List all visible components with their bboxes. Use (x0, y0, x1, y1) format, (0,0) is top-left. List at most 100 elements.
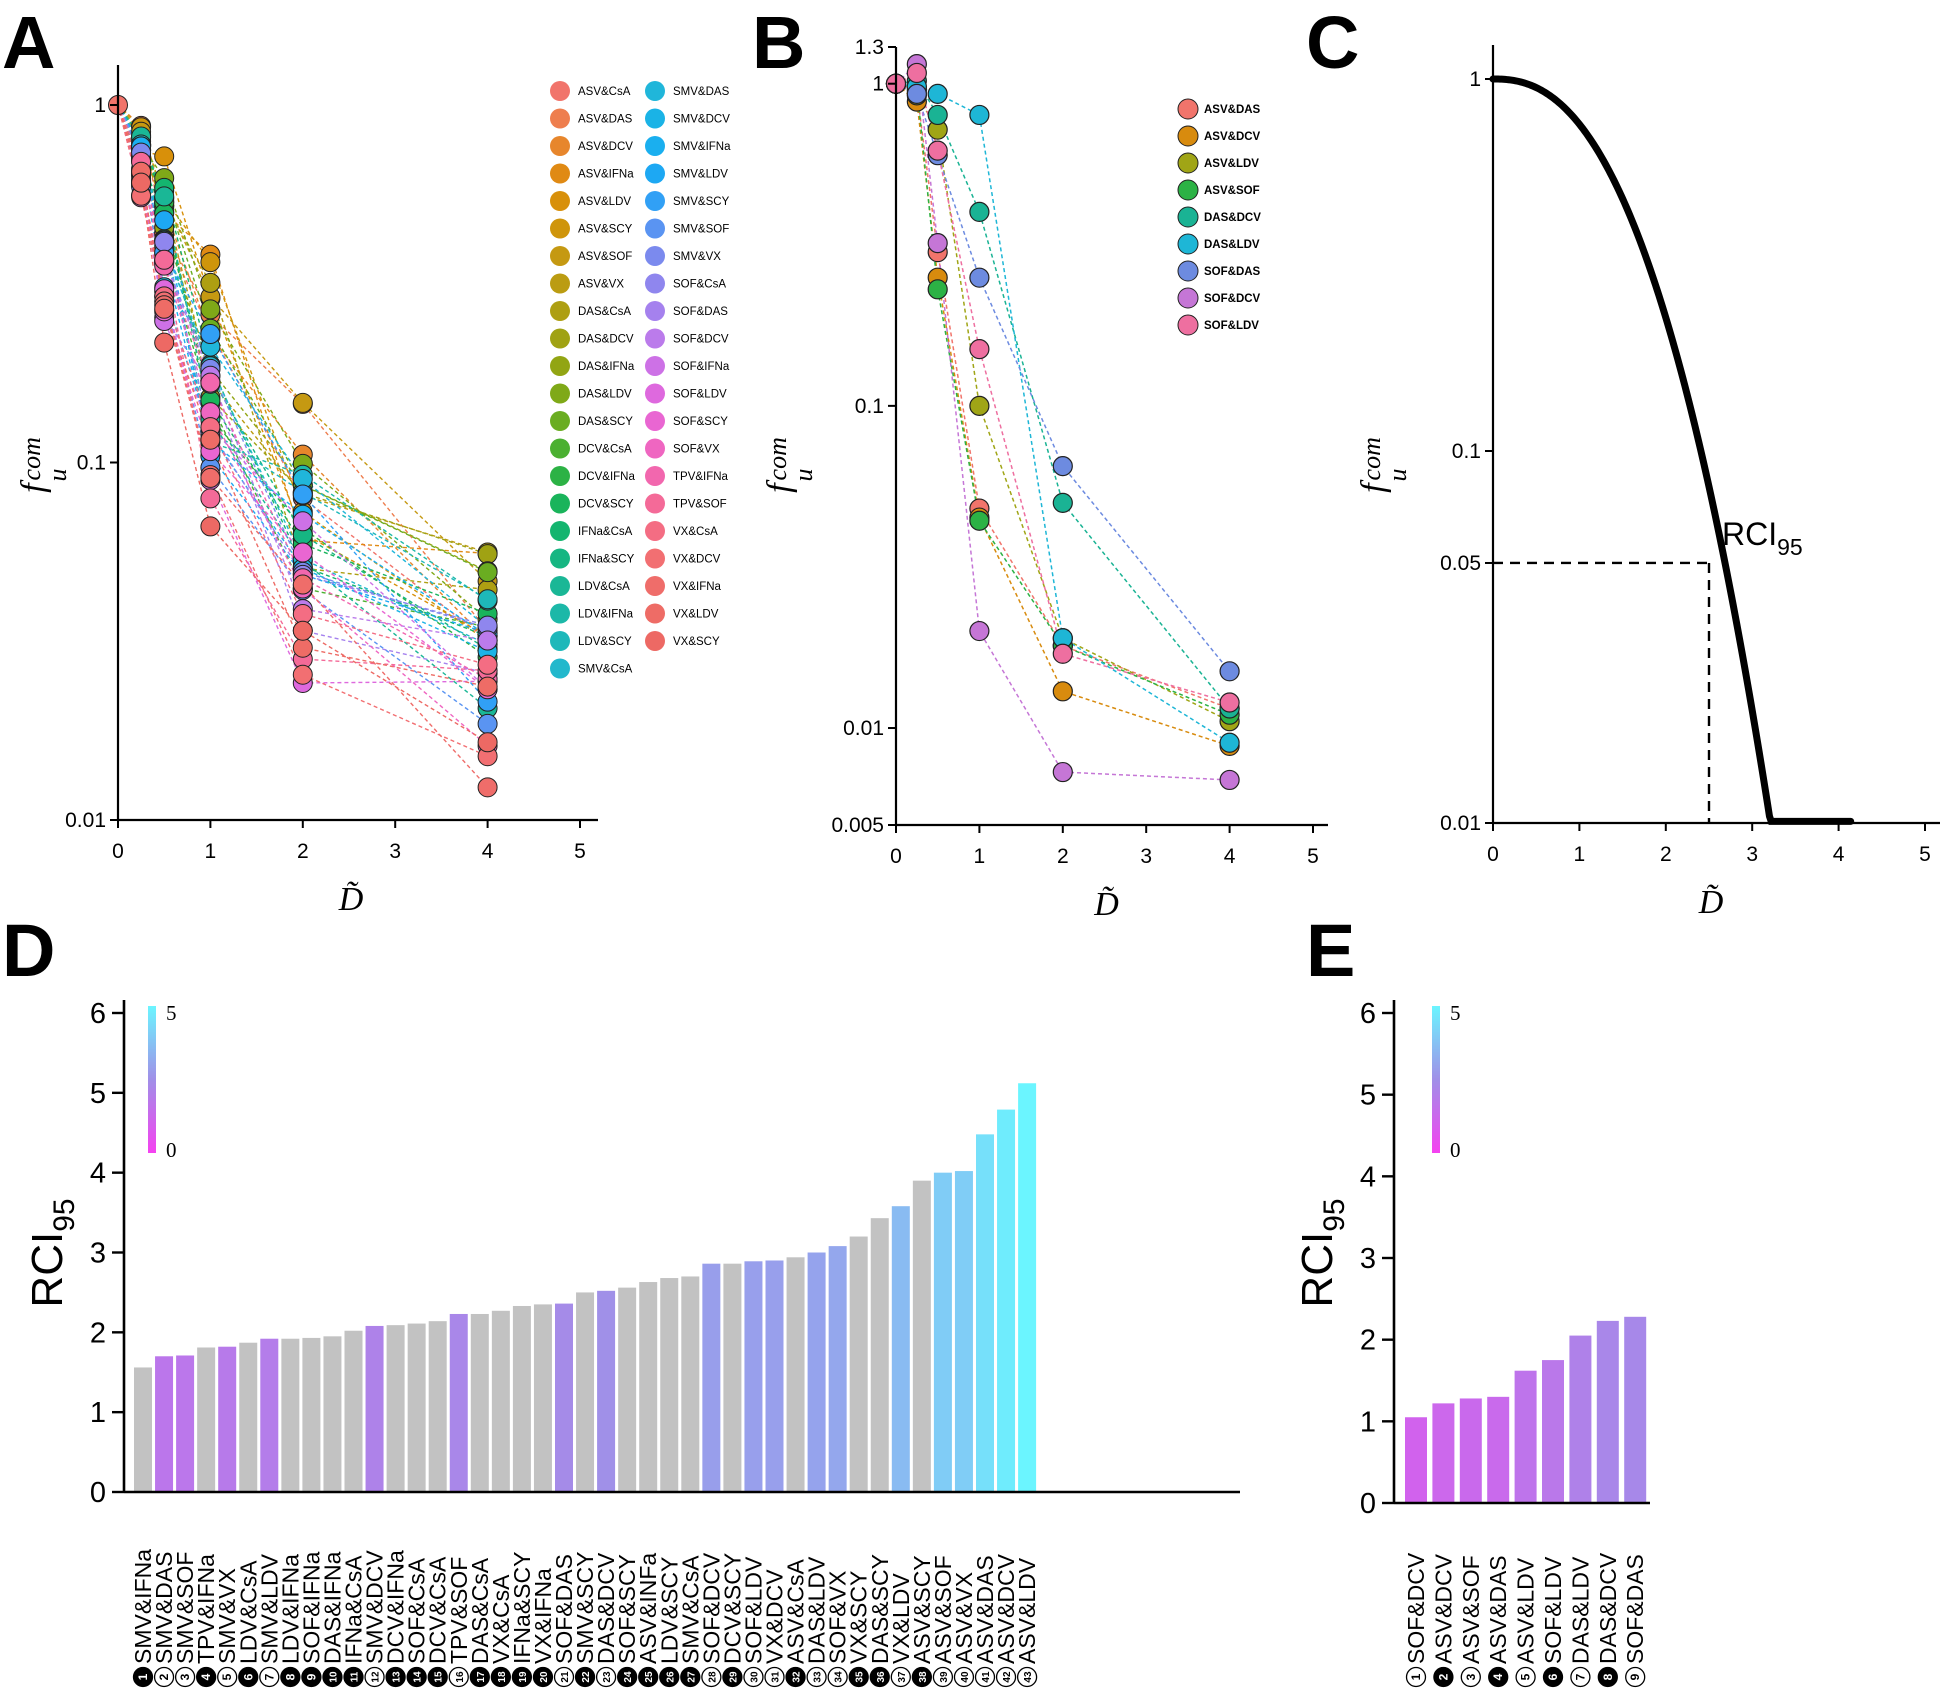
series-line-SOF&DAS (895, 83, 1231, 672)
legend-label: SOF&CsA (673, 279, 726, 291)
panel-e-category-labels: 1 SOF&DCV 2 ASV&DCV 3 ASV&SOF 4 ASV&DAS 5 ASV&LDV… (1403, 1552, 1648, 1688)
category-label: DAS&IFNa (319, 1551, 345, 1664)
bar-SOF&DCV (702, 1263, 721, 1492)
y-axis-title: RCI95 (1293, 1198, 1351, 1307)
bar-SOF&DAS (1624, 1316, 1647, 1503)
x-tick-label: 0 (112, 840, 124, 863)
number-badge-text: 38 (918, 1671, 929, 1683)
legend-label: ASV&CsA (578, 86, 631, 98)
number-badge-text: 29 (728, 1671, 739, 1683)
legend-marker-IFNa&CsA (550, 521, 570, 541)
panel-b-axes: 0 1 2 3 4 5 1.3 1 0.1 0.01 0.005 D̃ fucom (761, 36, 1328, 923)
legend-label: ASV&LDV (1204, 158, 1259, 170)
data-point-DAS&LDV (1219, 732, 1240, 753)
number-badge-text: 6 (241, 1673, 255, 1680)
number-badge-text: 11 (350, 1671, 361, 1682)
category-label: ASV&SOF (1458, 1555, 1484, 1664)
legend-marker-TPV&IFNa (645, 466, 665, 486)
data-point-SOF&IFNa (292, 511, 313, 532)
legend-label: SMV&VX (673, 251, 721, 263)
legend-marker-ASV&DAS (550, 108, 570, 129)
bar-VX&SCY (849, 1236, 868, 1492)
number-badge (680, 1666, 701, 1688)
legend-marker-SOF&DCV (1177, 287, 1199, 309)
number-badge-text: 39 (939, 1671, 950, 1683)
y-tick-label: 5 (90, 1078, 106, 1110)
number-badge-text: 8 (1601, 1673, 1615, 1680)
bar-ASV&SOF (933, 1172, 952, 1492)
x-tick-label: 3 (1746, 843, 1758, 866)
number-badge-text: 34 (834, 1671, 845, 1683)
legend-marker-DAS&SCY (550, 411, 570, 431)
data-point-SOF&DCV (969, 620, 990, 642)
legend-marker-SOF&CsA (645, 273, 665, 294)
legend-label: VX&IFNa (673, 581, 722, 593)
category-label: ASV&DAS (972, 1555, 998, 1664)
category-label: DAS&DCV (1595, 1552, 1621, 1664)
data-point-DAS&LDV (969, 104, 990, 126)
data-point-SOF&LDV (906, 62, 927, 84)
bar-ASV&DCV (1432, 1403, 1455, 1503)
legend-label: VX&DCV (673, 554, 721, 566)
legend-marker-DCV&CsA (550, 438, 570, 459)
number-badge (995, 1666, 1017, 1688)
x-tick-label: 1 (1574, 843, 1586, 866)
category-label: SMV&DAS (151, 1552, 177, 1664)
data-point-TPV&IFNa (200, 372, 221, 393)
number-badge-text: 32 (792, 1671, 803, 1683)
bar-SOF&CsA (407, 1323, 426, 1492)
number-badge-text: 37 (897, 1671, 908, 1683)
data-point-VX&IFNa (200, 467, 221, 488)
number-badge (217, 1666, 238, 1688)
data-point-DAS&DCV (969, 201, 990, 223)
number-badge-text: 6 (1546, 1673, 1560, 1680)
legend-label: SOF&LDV (673, 389, 727, 401)
category-label: DAS&DCV (593, 1552, 619, 1664)
number-badge (1625, 1666, 1646, 1688)
y-tick-label: 0 (90, 1477, 106, 1509)
category-label: DCV&CsA (425, 1556, 451, 1664)
data-point-ASV&LDV (154, 146, 175, 167)
legend-label: IFNa&SCY (578, 554, 635, 566)
number-badge (406, 1666, 427, 1688)
category-label: DCV&IFNa (383, 1550, 409, 1664)
number-badge-text: 19 (518, 1671, 529, 1683)
data-point-VX&SCY (477, 732, 498, 753)
data-point-VX&SCY (154, 332, 175, 353)
legend-label: ASV&DAS (1204, 104, 1261, 116)
legend-marker-ASV&DCV (550, 136, 570, 156)
category-label: ASV&DCV (1430, 1553, 1456, 1664)
category-label: VX&SCY (846, 1571, 872, 1664)
legend-marker-SOF&IFNa (645, 356, 665, 376)
number-badge-text: 1 (136, 1673, 150, 1680)
legend-marker-SMV&CsA (550, 658, 570, 679)
data-point-DAS&LDV (927, 83, 948, 104)
number-badge (1433, 1666, 1454, 1688)
category-label: SMV&SCY (572, 1552, 598, 1664)
legend-label: LDV&SCY (578, 636, 632, 648)
number-badge (532, 1666, 554, 1688)
y-tick-label: 1 (872, 73, 884, 96)
legend-marker-LDV&CsA (550, 576, 570, 596)
category-label: SMV&LDV (256, 1553, 282, 1664)
legend-label: ASV&SOF (1204, 185, 1260, 197)
category-label: SOF&DAS (1622, 1554, 1648, 1664)
panel-e-axes: 0 1 2 3 4 5 6 RCI95 5 0 (1293, 998, 1650, 1520)
number-badge-text: 4 (1491, 1673, 1505, 1680)
number-badge-text: 24 (623, 1671, 634, 1683)
data-point-SOF&LDV (1219, 692, 1240, 713)
number-badge-text: 1 (1409, 1673, 1423, 1680)
number-badge-text: 25 (644, 1671, 655, 1683)
legend-label: SOF&DCV (673, 334, 729, 346)
category-label: ASV&CsA (783, 1559, 809, 1664)
bar-LDV&CsA (239, 1342, 258, 1492)
number-badge-text: 21 (560, 1671, 571, 1683)
legend-label: DCV&CsA (578, 444, 632, 456)
x-tick-label: 4 (1224, 845, 1236, 868)
x-tick-label: 0 (1487, 843, 1499, 866)
panel-c-chart: 0 1 2 3 4 5 1 0.1 0.05 0.01 D̃ fucom RCI95 (1355, 45, 1940, 921)
x-tick-label: 2 (297, 840, 309, 863)
bar-SMV&IFNa (134, 1367, 152, 1492)
data-point-VX&IFNa (477, 777, 498, 798)
